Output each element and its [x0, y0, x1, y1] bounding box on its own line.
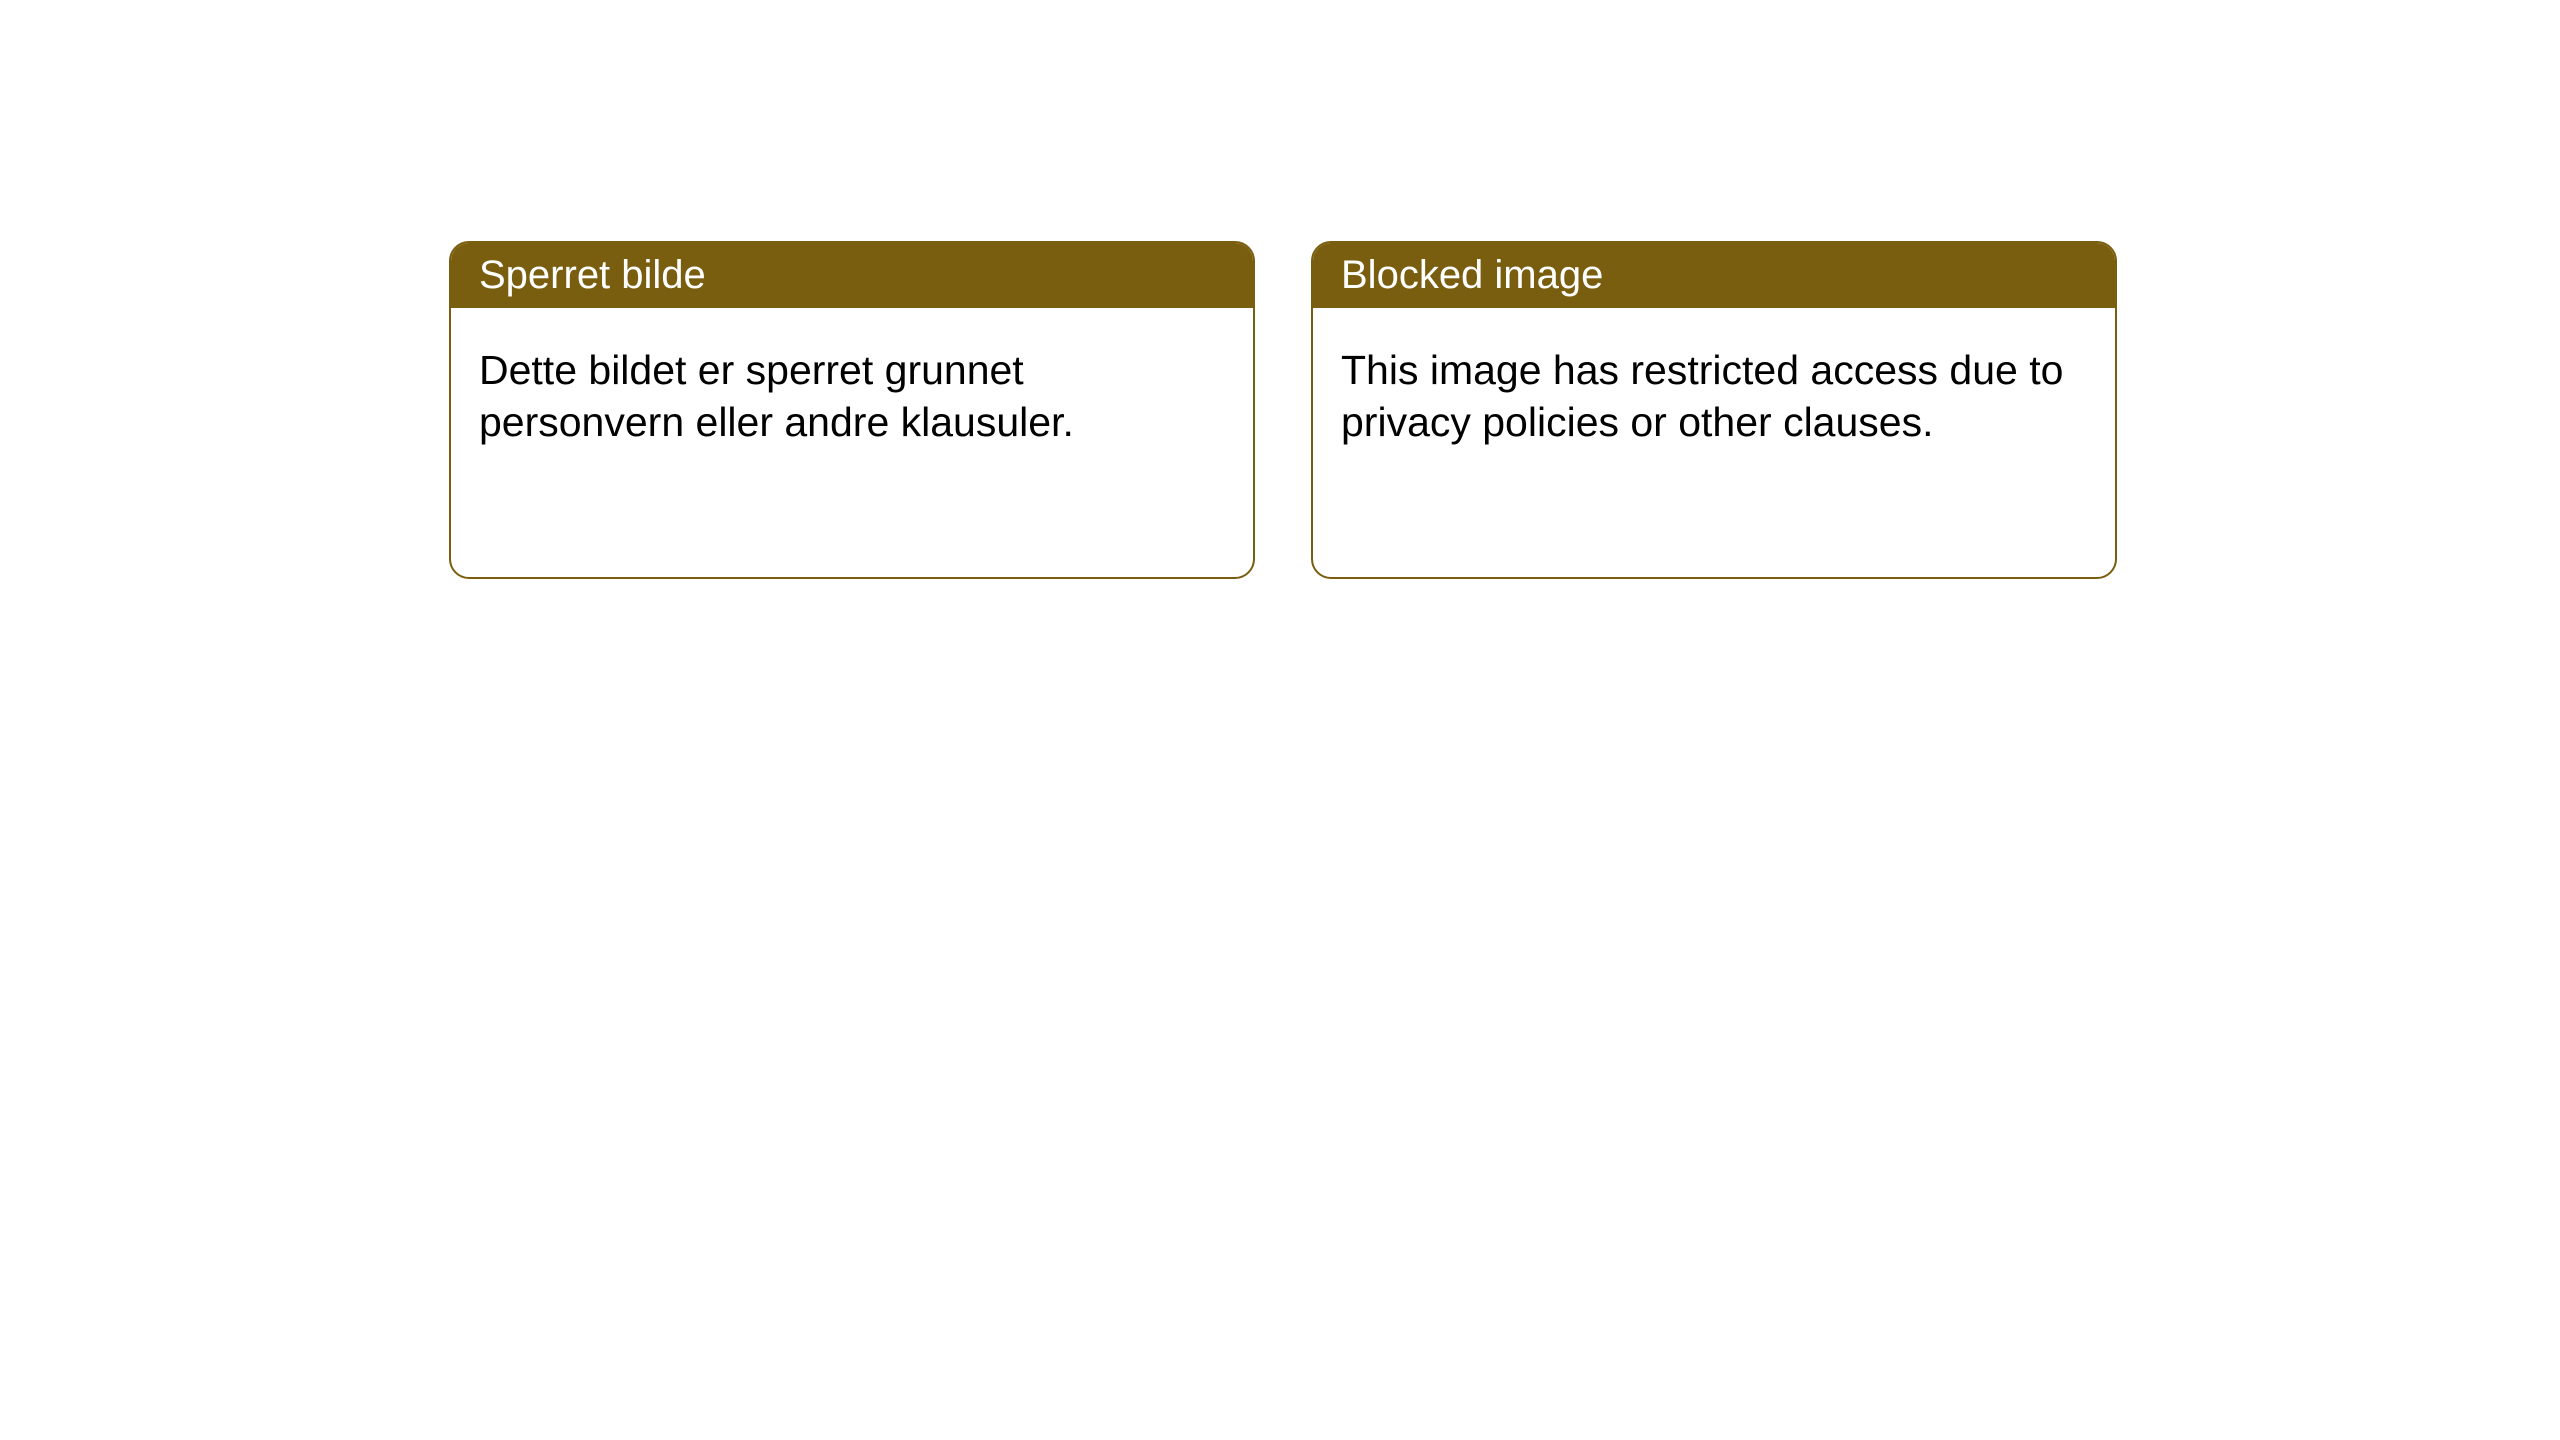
card-norwegian: Sperret bilde Dette bildet er sperret gr… [449, 241, 1255, 579]
cards-container: Sperret bilde Dette bildet er sperret gr… [0, 0, 2560, 579]
card-english: Blocked image This image has restricted … [1311, 241, 2117, 579]
card-text-norwegian: Dette bildet er sperret grunnet personve… [479, 347, 1074, 445]
card-title-english: Blocked image [1341, 253, 1603, 297]
card-title-norwegian: Sperret bilde [479, 253, 706, 297]
card-header-norwegian: Sperret bilde [451, 243, 1253, 308]
card-body-norwegian: Dette bildet er sperret grunnet personve… [451, 308, 1253, 484]
card-header-english: Blocked image [1313, 243, 2115, 308]
card-text-english: This image has restricted access due to … [1341, 347, 2063, 445]
card-body-english: This image has restricted access due to … [1313, 308, 2115, 484]
